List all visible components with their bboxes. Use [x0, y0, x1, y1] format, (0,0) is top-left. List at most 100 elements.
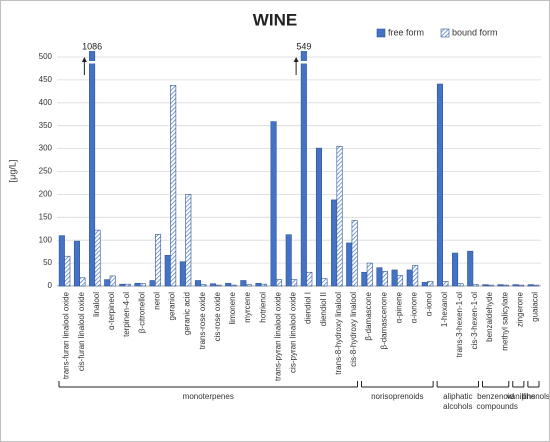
bar	[502, 284, 509, 287]
group-label: phenols	[521, 392, 550, 401]
x-tick-label: zingerone	[515, 291, 524, 327]
bar	[139, 283, 146, 287]
bar	[155, 233, 162, 287]
y-tick-label: 350	[39, 121, 53, 130]
y-tick-label: 200	[39, 190, 53, 199]
bar	[73, 240, 80, 287]
bar	[109, 275, 116, 287]
y-tick-label: 300	[39, 144, 53, 153]
plot-area	[58, 51, 540, 287]
bar	[487, 284, 494, 287]
bar	[230, 284, 237, 287]
x-tick-label: trans-rose oxide	[198, 291, 207, 349]
y-axis-label: [μg/L]	[7, 160, 17, 183]
legend-swatch	[376, 28, 386, 38]
bar	[200, 284, 207, 287]
x-tick-label: diendiol II	[319, 292, 328, 326]
y-tick-label: 400	[39, 98, 53, 107]
bar	[255, 282, 262, 287]
bar	[376, 267, 383, 287]
bar	[306, 271, 313, 287]
break-arrow-head	[81, 57, 87, 62]
bar	[194, 280, 201, 287]
legend-label: bound form	[452, 27, 498, 37]
bar	[245, 284, 252, 287]
bar	[270, 121, 277, 287]
bar	[185, 194, 192, 287]
bar	[89, 51, 96, 287]
bar	[315, 147, 322, 287]
axis-break	[300, 61, 308, 64]
bar	[361, 271, 368, 287]
x-tick-label: linalool	[92, 292, 101, 317]
x-tick-label: trans-8-hydroxy linalool	[334, 292, 343, 375]
x-tick-label: hotrienol	[258, 292, 267, 323]
bar	[351, 220, 358, 287]
x-tick-label: limonene	[228, 291, 237, 324]
x-tick-label: trans-3-hexen-1-ol	[455, 292, 464, 358]
x-tick-label: myrcene	[243, 291, 252, 322]
axis-break	[88, 61, 96, 64]
y-tick-label: 50	[43, 258, 52, 267]
bar	[336, 146, 343, 287]
group-label: norisoprenoids	[371, 392, 424, 401]
bar	[346, 242, 353, 287]
x-tick-label: diendiol I	[304, 292, 313, 324]
bar	[94, 229, 101, 287]
y-tick-label: 450	[39, 75, 53, 84]
y-tick-label: 100	[39, 235, 53, 244]
x-tick-label: cis-furan linalool oxide	[77, 291, 86, 371]
bar	[58, 235, 65, 287]
bar	[518, 284, 525, 287]
bar	[436, 83, 443, 287]
bar	[225, 282, 232, 287]
value-label: 549	[296, 41, 311, 51]
bar	[457, 283, 464, 287]
bar	[291, 279, 298, 287]
bar	[452, 252, 459, 287]
legend-swatch	[440, 28, 450, 38]
bar	[149, 280, 156, 287]
y-tick-label: 150	[39, 212, 53, 221]
bar	[134, 282, 141, 287]
x-tick-label: cis-rose oxide	[213, 291, 222, 341]
x-tick-label: β-damascone	[364, 291, 373, 340]
bar	[285, 234, 292, 287]
bar	[276, 279, 283, 287]
x-tick-label: α-ionol	[425, 292, 434, 316]
x-tick-label: β-damascenone	[379, 291, 388, 349]
bar	[397, 275, 404, 287]
x-tick-label: α-ionone	[410, 291, 419, 323]
bar	[391, 269, 398, 287]
bar	[512, 284, 519, 287]
bar	[406, 269, 413, 287]
x-tick-label: trans-pyran linalool oxide	[273, 291, 282, 380]
x-tick-label: β-citronellol	[137, 292, 146, 333]
bar	[421, 282, 428, 287]
bar	[300, 51, 307, 287]
bar	[64, 255, 71, 287]
bar	[170, 85, 177, 287]
x-tick-label: nerol	[152, 292, 161, 310]
group-label: aliphatic alcohols	[443, 392, 473, 411]
group-label: benzenoid compounds	[476, 392, 518, 411]
x-tick-label: geranic acid	[183, 292, 192, 335]
bar	[215, 284, 222, 287]
bar	[533, 284, 540, 287]
bar	[472, 284, 479, 287]
bar	[482, 284, 489, 287]
bar	[210, 283, 217, 287]
bar	[321, 278, 328, 287]
y-tick-label: 0	[48, 281, 53, 290]
bar	[527, 284, 534, 287]
bar	[179, 261, 186, 287]
y-tick-label: 250	[39, 167, 53, 176]
x-tick-label: cis-3-hexen-1-ol	[470, 292, 479, 350]
x-tick-label: 1-hexanol	[440, 292, 449, 327]
legend-label: free form	[388, 27, 424, 37]
bar	[164, 255, 171, 287]
value-label: 1086	[82, 41, 102, 51]
bar	[331, 199, 338, 287]
